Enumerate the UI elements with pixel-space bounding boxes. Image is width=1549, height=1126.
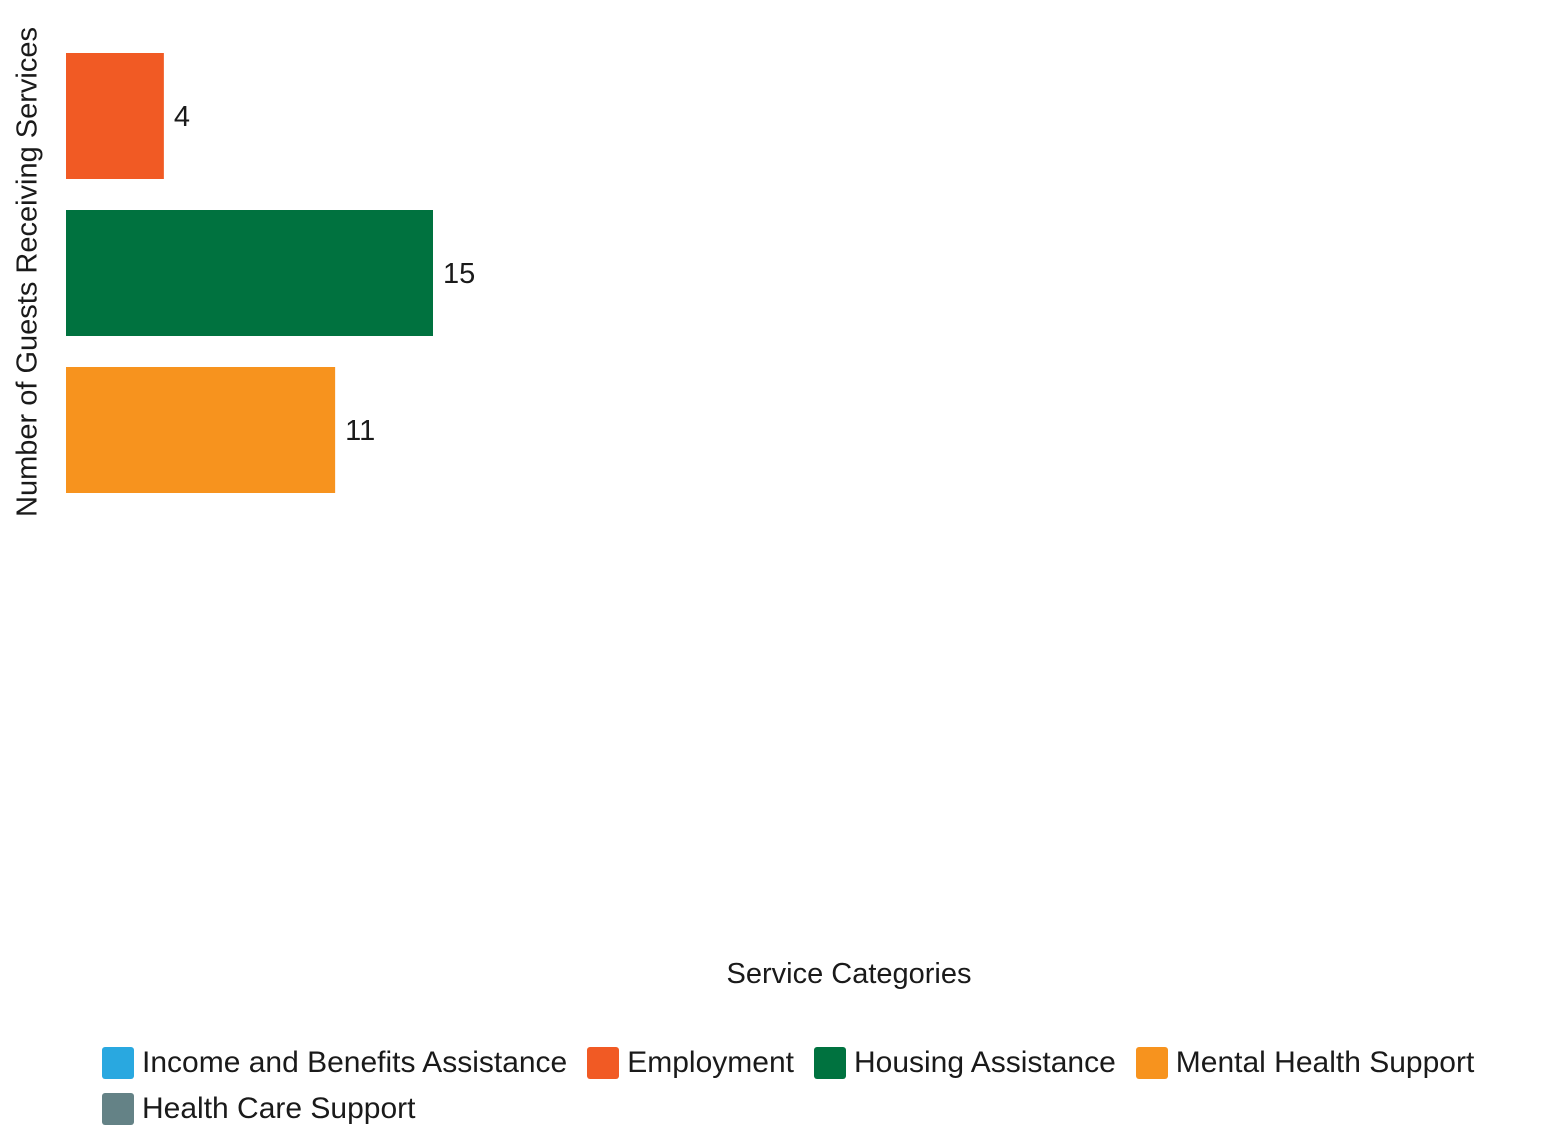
y-axis-label: Number of Guests Receiving Services — [11, 27, 44, 517]
legend-swatch — [102, 1047, 134, 1079]
legend-swatch — [102, 1093, 134, 1125]
bar-chart: 4 15 11 — [66, 53, 475, 493]
legend-swatch — [813, 1047, 846, 1079]
data-label: 15 — [443, 258, 475, 290]
bar-employment — [66, 53, 164, 179]
legend-item: Employment — [587, 1046, 794, 1080]
legend-label: Health Care Support — [142, 1092, 416, 1125]
legend: Income and Benefits Assistance Employment… — [102, 1046, 1542, 1126]
legend-label: Employment — [627, 1046, 794, 1079]
bar-housing-assistance — [66, 210, 433, 336]
legend-label: Mental Health Support — [1175, 1046, 1475, 1079]
data-label: 11 — [345, 415, 375, 447]
legend-swatch — [587, 1047, 620, 1079]
legend-item: Income and Benefits Assistance — [102, 1046, 567, 1080]
legend-swatch — [1135, 1047, 1168, 1079]
legend-label: Housing Assistance — [853, 1046, 1116, 1079]
legend-label: Income and Benefits Assistance — [142, 1046, 568, 1079]
bar-mental-health-support — [66, 367, 336, 493]
legend-item: Health Care Support — [102, 1092, 416, 1126]
x-axis-label: Service Categories — [726, 958, 972, 990]
data-label: 4 — [174, 101, 190, 133]
legend-item: Housing Assistance — [813, 1046, 1116, 1080]
legend-item: Mental Health Support — [1135, 1046, 1475, 1080]
